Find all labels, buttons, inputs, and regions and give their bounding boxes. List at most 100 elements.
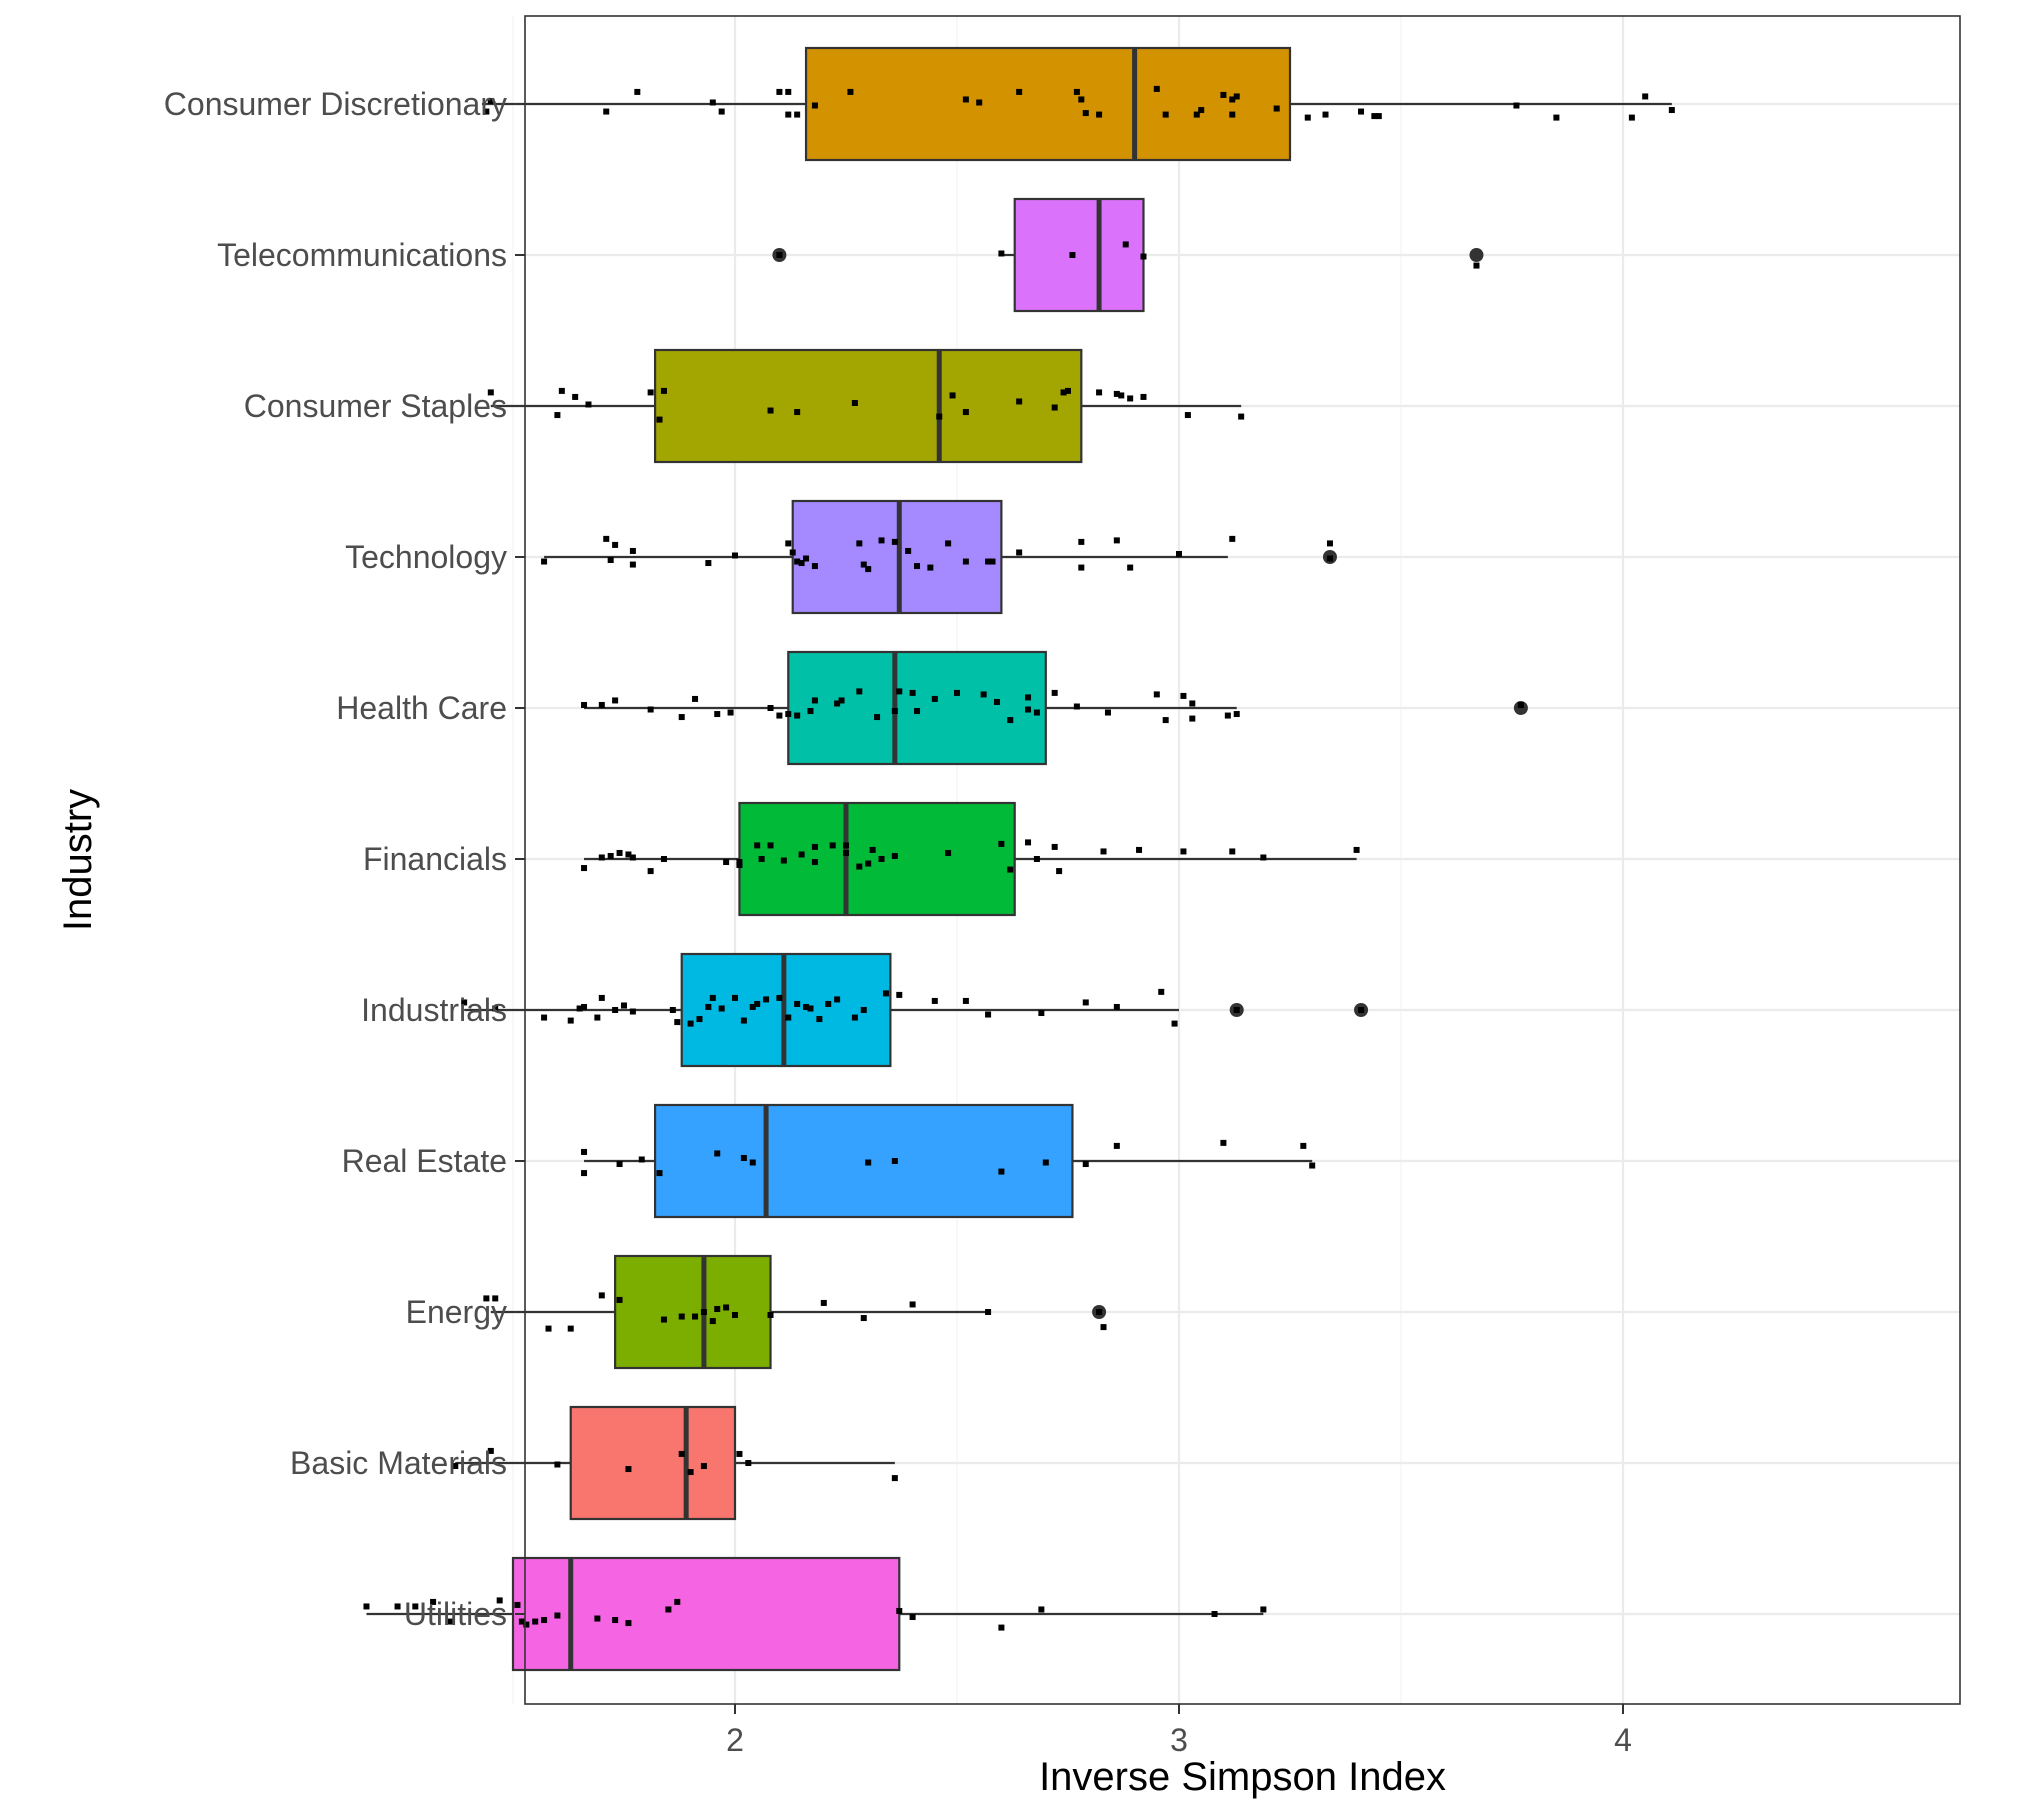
- jitter-point: [758, 856, 765, 862]
- jitter-point: [993, 698, 1000, 705]
- jitter-point: [1065, 387, 1071, 394]
- jitter-point: [705, 560, 712, 567]
- jitter-point: [1122, 241, 1129, 248]
- jitter-point: [598, 701, 605, 708]
- jitter-point: [749, 1159, 756, 1166]
- jitter-point: [629, 561, 636, 568]
- jitter-point: [896, 991, 903, 998]
- jitter-point: [598, 854, 605, 861]
- jitter-point: [896, 1607, 903, 1614]
- jitter-point: [998, 1168, 1005, 1175]
- jitter-point: [732, 552, 738, 559]
- jitter-point: [607, 557, 614, 564]
- jitter-point: [776, 252, 783, 258]
- jitter-point: [905, 547, 912, 554]
- jitter-point: [749, 1003, 756, 1010]
- jitter-point: [1180, 848, 1187, 855]
- outlier-point: [1469, 248, 1484, 262]
- jitter-point: [483, 108, 490, 115]
- jitter-point: [794, 558, 801, 565]
- y-tick-label: Telecommunications: [217, 237, 507, 273]
- box-technology: [544, 499, 1337, 615]
- y-axis: Consumer Discretionary Telecommunications…: [164, 86, 525, 1632]
- y-tick-label: Consumer Staples: [244, 388, 507, 424]
- jitter-point: [1668, 107, 1675, 114]
- jitter-point: [882, 990, 889, 997]
- jitter-point: [865, 860, 872, 867]
- jitter-point: [909, 1614, 916, 1621]
- jitter-point: [1229, 848, 1236, 855]
- jitter-point: [554, 1612, 561, 1619]
- jitter-point: [1229, 96, 1236, 103]
- box-consumer-staples: [490, 348, 1242, 464]
- jitter-point: [612, 697, 619, 704]
- jitter-point: [1273, 105, 1280, 112]
- jitter-point: [962, 409, 969, 416]
- box-energy: [490, 1254, 1107, 1370]
- jitter-point: [949, 392, 956, 399]
- jitter-point: [1082, 999, 1089, 1006]
- jitter-point: [1353, 846, 1360, 853]
- jitter-point: [692, 1313, 699, 1320]
- jitter-point: [891, 1475, 898, 1482]
- jitter-point: [1628, 114, 1635, 121]
- jitter-point: [785, 540, 792, 547]
- jitter-point: [1113, 537, 1120, 544]
- jitter-point: [709, 1318, 716, 1325]
- jitter-point: [838, 697, 845, 704]
- jitter-point: [687, 1469, 694, 1476]
- jitter-point: [594, 1014, 601, 1021]
- jitter-point: [807, 708, 814, 715]
- boxplot-series: [366, 46, 1672, 1672]
- jitter-point: [1220, 91, 1227, 98]
- jitter-point: [962, 997, 969, 1004]
- jitter-point: [616, 1296, 623, 1303]
- jitter-point: [811, 697, 818, 704]
- jitter-point: [1358, 1007, 1365, 1013]
- jitter-point: [740, 1017, 747, 1024]
- jitter-point: [545, 1325, 552, 1332]
- jitter-point: [1113, 1142, 1120, 1149]
- jitter-point: [1162, 111, 1169, 118]
- jitter-point: [700, 1463, 707, 1470]
- y-tick-label: Energy: [406, 1294, 507, 1330]
- jitter-point: [567, 1325, 574, 1332]
- jitter-point: [1025, 694, 1032, 701]
- jitter-point: [856, 863, 863, 870]
- jitter-point: [714, 1150, 721, 1157]
- jitter-point: [785, 1014, 792, 1021]
- jitter-point: [567, 1017, 574, 1024]
- jitter-point: [581, 1003, 588, 1010]
- jitter-point: [541, 1617, 548, 1624]
- jitter-point: [523, 1621, 530, 1628]
- x-axis: 2 3 4: [726, 1704, 1632, 1758]
- jitter-point: [492, 1295, 499, 1302]
- y-tick-label: Industrials: [361, 992, 507, 1028]
- jitter-point: [723, 859, 730, 866]
- jitter-point: [1096, 389, 1103, 396]
- jitter-point: [914, 563, 921, 570]
- jitter-point: [891, 1158, 898, 1164]
- jitter-point: [1238, 413, 1245, 420]
- jitter-point: [891, 708, 898, 715]
- jitter-point: [998, 840, 1005, 847]
- jitter-point: [1642, 93, 1649, 100]
- jitter-point: [581, 701, 588, 708]
- jitter-point: [412, 1603, 419, 1610]
- jitter-point: [1007, 866, 1014, 873]
- jitter-point: [585, 401, 592, 408]
- jitter-point: [1193, 111, 1200, 118]
- jitter-point: [1051, 689, 1058, 696]
- jitter-point: [785, 88, 792, 95]
- jitter-point: [767, 705, 774, 711]
- jitter-point: [447, 1618, 454, 1625]
- iqr-box: [804, 46, 1292, 162]
- jitter-point: [1016, 398, 1023, 405]
- jitter-point: [945, 849, 952, 856]
- jitter-point: [598, 994, 605, 1001]
- jitter-points: [363, 85, 1675, 1631]
- jitter-point: [847, 88, 854, 95]
- jitter-point: [1553, 114, 1560, 121]
- jitter-point: [1016, 549, 1023, 556]
- jitter-point: [976, 99, 983, 106]
